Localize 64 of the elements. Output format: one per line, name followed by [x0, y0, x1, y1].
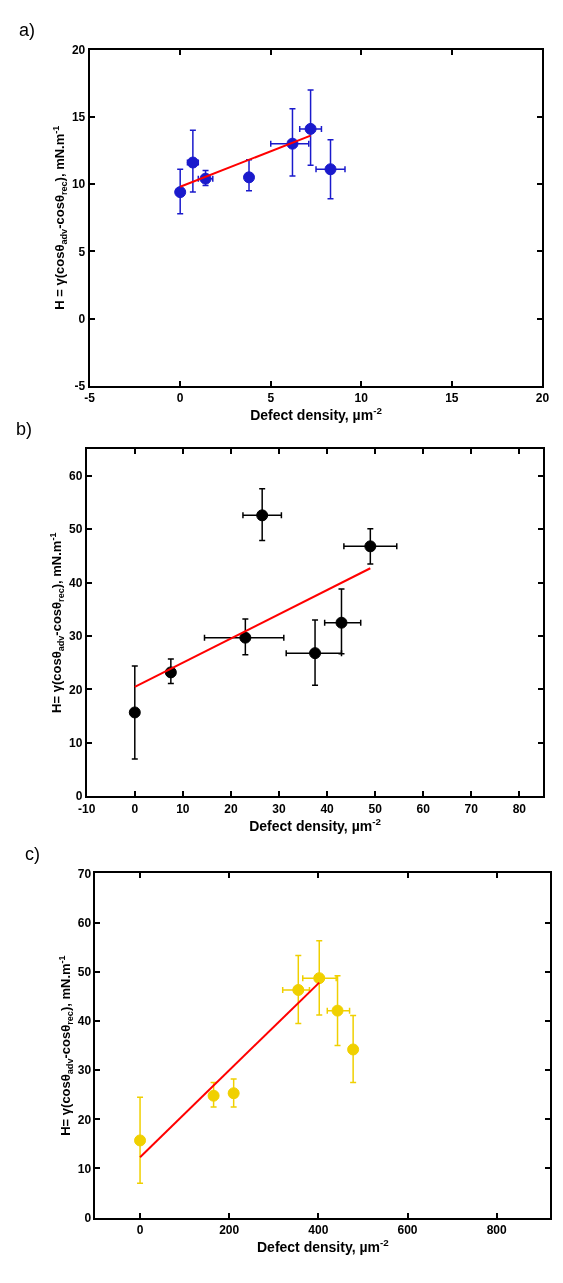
x-tick-label: 10 [176, 801, 190, 816]
x-tick-label: 20 [535, 391, 550, 406]
y-tick-label: 10 [68, 736, 83, 751]
y-tick-label: 10 [71, 177, 86, 192]
y-tick-label: 50 [68, 522, 83, 537]
x-tick-label: 800 [486, 1223, 508, 1238]
y-tick-label: 20 [77, 1112, 92, 1127]
y-tick-label: 0 [75, 789, 83, 804]
x-tick-label: 200 [219, 1223, 240, 1238]
point [134, 1134, 147, 1147]
text: b) [16, 419, 33, 439]
y-tick-label: 70 [77, 866, 92, 881]
x-tick-label: 20 [224, 801, 238, 816]
x-tick-label: 10 [354, 391, 369, 406]
point [313, 972, 326, 985]
point [292, 983, 305, 996]
x-tick-label: 15 [445, 391, 459, 406]
y-tick-label: 5 [78, 244, 86, 259]
y-tick-label: 40 [68, 575, 83, 590]
x-tick-label: 0 [131, 801, 139, 816]
point [335, 616, 348, 629]
x-axis-title: Defect density, µm$^{-2}$ [256, 1237, 390, 1255]
y-tick-label: 40 [77, 1014, 92, 1029]
text: a) [19, 20, 36, 40]
x-tick-label: 80 [512, 801, 527, 816]
y-tick-label: 20 [68, 682, 83, 697]
point [347, 1043, 360, 1056]
y-tick-label: 50 [77, 964, 92, 979]
y-tick-label: 60 [77, 915, 92, 930]
x-tick-label: 0 [136, 1223, 144, 1238]
y-tick-label: 10 [77, 1161, 92, 1176]
y-tick-label: 60 [68, 469, 83, 484]
point [364, 540, 377, 553]
x-tick-label: 5 [267, 391, 275, 406]
y-tick-label: 30 [68, 629, 83, 644]
x-tick-label: 50 [368, 801, 383, 816]
x-tick-label: 60 [416, 801, 431, 816]
point [227, 1087, 240, 1100]
point [128, 706, 141, 719]
x-tick-label: 30 [272, 801, 286, 816]
x-tick-label: 600 [397, 1223, 418, 1238]
y-tick-label: -5 [74, 379, 86, 394]
y-tick-label: 15 [71, 109, 86, 124]
point [309, 647, 322, 660]
x-tick-label: -10 [78, 801, 96, 816]
point [174, 186, 187, 199]
point [243, 171, 256, 184]
x-axis-title: Defect density, µm$^{-2}$ [249, 815, 382, 834]
x-tick-label: 70 [464, 801, 479, 816]
point [207, 1089, 220, 1102]
x-tick-label: 400 [308, 1223, 329, 1238]
point [331, 1004, 344, 1017]
y-tick-label: 20 [71, 42, 86, 57]
x-tick-label: 40 [320, 801, 335, 816]
text: c) [25, 844, 40, 864]
point [324, 163, 337, 176]
y-tick-label: 0 [84, 1210, 92, 1225]
y-tick-label: 30 [77, 1063, 92, 1078]
y-tick-label: 0 [78, 311, 86, 326]
x-tick-label: 0 [176, 391, 184, 406]
point [256, 509, 269, 522]
point [239, 631, 252, 644]
x-axis-title: Defect density, µm$^{-2}$ [250, 405, 383, 424]
point [304, 122, 317, 135]
